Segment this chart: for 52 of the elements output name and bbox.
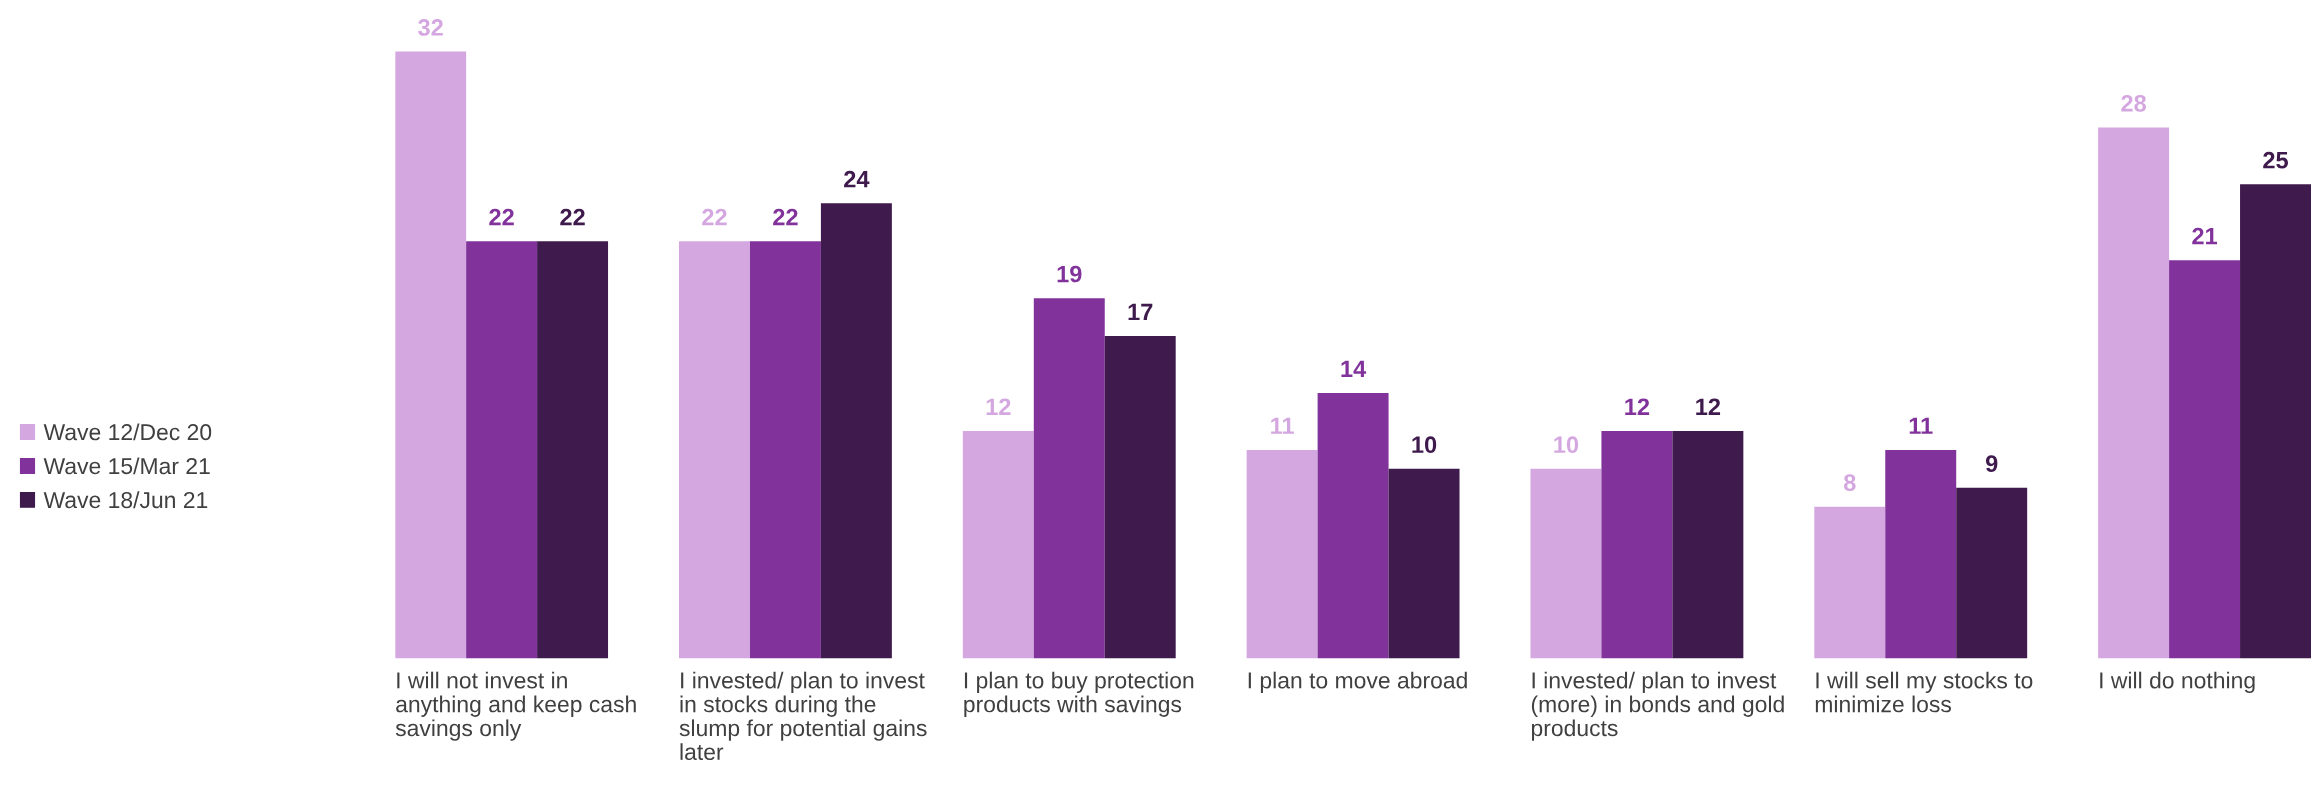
data-label: 11 (1909, 417, 1933, 434)
bar (2169, 260, 2241, 659)
x-tick-label: I plan to move abroad (1248, 671, 1467, 694)
data-label: 22 (773, 208, 798, 226)
bar (1317, 392, 1389, 659)
bar (820, 203, 892, 659)
legend-label: Wave 12/Dec 20 (43, 423, 212, 441)
bar (962, 430, 1034, 659)
data-label: 21 (2192, 227, 2218, 245)
x-tick-label: I will do nothing (2100, 671, 2255, 694)
bar (537, 241, 609, 659)
x-tick-label: I plan to buy protection products with savings (964, 671, 1194, 717)
bar (1530, 468, 1602, 659)
bar (1388, 468, 1460, 659)
bar (1956, 487, 2028, 659)
x-tick-label: I invested/ plan to invest (more) in bonds and gold products (1531, 671, 1784, 741)
data-label: 11 (1271, 417, 1294, 434)
bar (395, 51, 467, 659)
data-label: 32 (418, 19, 443, 36)
legend-label: Wave 15/Mar 21 (43, 457, 210, 475)
x-tick-label: I invested/ plan to invest in stocks during the slump for potential gains later (679, 671, 927, 761)
data-label: 10 (1412, 436, 1437, 454)
data-label: 17 (1128, 303, 1153, 321)
bar (1033, 298, 1105, 659)
data-label: 22 (702, 208, 727, 226)
data-label: 19 (1057, 265, 1082, 283)
bar (1601, 430, 1673, 659)
bar (2240, 184, 2311, 659)
data-label: 8 (1843, 474, 1856, 491)
data-label: 22 (489, 208, 514, 226)
data-label: 25 (2263, 151, 2288, 169)
bar (1885, 449, 1957, 659)
data-label: 12 (986, 398, 1011, 415)
data-label: 12 (1696, 398, 1721, 415)
x-tick-label: I will not invest in anything and keep cash savings only (395, 671, 636, 741)
bar (466, 241, 538, 659)
data-label: 28 (2121, 94, 2147, 112)
bar (2098, 127, 2170, 659)
legend-label: Wave 18/Jun 21 (43, 491, 208, 509)
x-tick-label: I will sell my stocks to minimize loss (1815, 671, 2033, 713)
data-label: 14 (1341, 360, 1367, 377)
data-label: 10 (1554, 436, 1579, 454)
bar (749, 241, 821, 659)
bar (1246, 449, 1318, 659)
bar (1814, 506, 1886, 659)
bar (679, 241, 750, 659)
bar (1672, 430, 1744, 659)
data-label: 24 (844, 170, 870, 188)
bar (1104, 336, 1176, 659)
data-label: 22 (560, 208, 585, 226)
data-label: 9 (1985, 455, 1998, 473)
data-label: 12 (1625, 398, 1650, 415)
